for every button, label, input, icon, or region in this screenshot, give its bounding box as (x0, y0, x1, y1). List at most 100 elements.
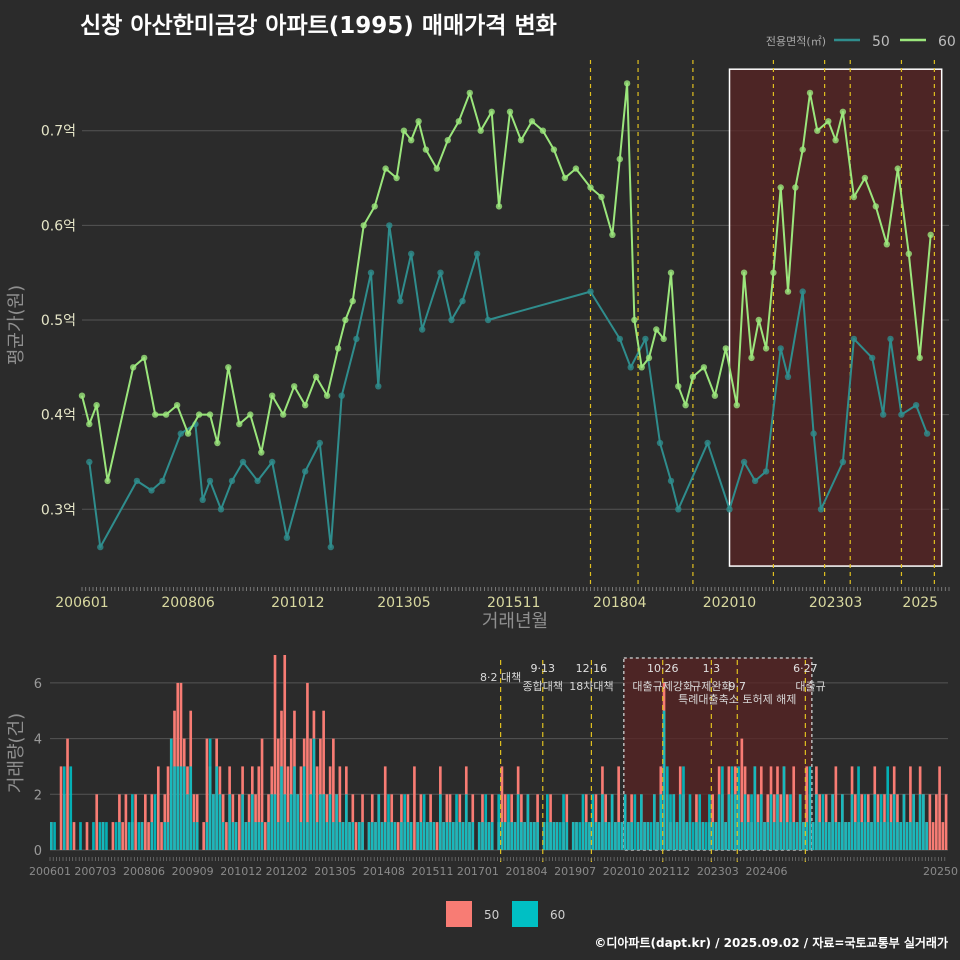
data-point (177, 430, 184, 437)
bar-50 (928, 794, 932, 850)
data-point (748, 354, 755, 362)
data-point (660, 335, 667, 343)
bar-50 (931, 822, 935, 850)
data-point (898, 411, 905, 418)
bar-60 (338, 822, 342, 850)
data-point (382, 165, 389, 172)
bottom-bars-layer (50, 655, 948, 850)
bottom-x-tick-label: 201907 (554, 865, 596, 878)
bottom-policy-lines (500, 660, 806, 862)
bar-50 (273, 655, 277, 850)
data-point (239, 458, 247, 466)
bottom-x-tick-label: 201701 (457, 865, 499, 878)
x-tick-label: 202303 (809, 595, 862, 611)
bar-50 (202, 822, 206, 850)
bar-60 (665, 766, 669, 850)
bar-60 (513, 822, 517, 850)
bar-60 (306, 822, 309, 850)
bar-60 (578, 822, 582, 850)
bar-60 (747, 822, 750, 850)
bar-60 (228, 794, 231, 850)
bar-60 (636, 822, 640, 850)
bar-60 (393, 822, 397, 850)
bar-60 (286, 822, 290, 850)
bar-60 (289, 794, 293, 850)
data-point (367, 269, 375, 276)
bar-60 (293, 766, 296, 850)
credit-footer: ©디아파트(dapt.kr) / 2025.09.02 / 자료=국토교통부 실… (594, 936, 948, 950)
bar-60 (766, 822, 770, 850)
bar-60 (192, 822, 196, 850)
bar-60 (808, 766, 812, 850)
bar-50 (383, 766, 387, 850)
data-point (473, 250, 481, 257)
data-point (195, 411, 203, 418)
data-point (280, 411, 287, 418)
data-point (433, 165, 440, 172)
bar-60 (422, 794, 426, 850)
bar-60 (312, 738, 316, 850)
data-point (616, 155, 623, 163)
bar-60 (918, 794, 922, 850)
bar-60 (549, 822, 552, 850)
data-point (916, 354, 923, 362)
data-point (550, 146, 558, 153)
bar-60 (186, 794, 189, 850)
data-point (733, 402, 740, 409)
data-point (777, 345, 784, 352)
bar-60 (776, 794, 779, 850)
bar-60 (610, 794, 614, 850)
data-point (587, 184, 594, 191)
bar-60 (383, 822, 387, 850)
data-point (448, 316, 455, 324)
bar-60 (844, 822, 847, 850)
bar-60 (646, 822, 650, 850)
bar-60 (873, 794, 877, 850)
bar-60 (409, 822, 413, 850)
data-point (86, 458, 93, 466)
data-point (269, 392, 276, 399)
data-point (148, 487, 155, 494)
bar-50 (276, 738, 280, 850)
bar-60 (630, 822, 633, 850)
bar-60 (218, 794, 222, 850)
bar-60 (403, 794, 406, 850)
data-point (704, 439, 711, 447)
bar-60 (779, 822, 783, 850)
data-point (653, 326, 660, 333)
bar-60 (387, 794, 390, 850)
bottom-y-axis-title: 거래량(건) (6, 713, 27, 793)
data-point (78, 392, 86, 399)
bar-60 (131, 794, 134, 850)
data-point (323, 392, 331, 399)
bar-60 (708, 794, 711, 850)
data-point (141, 354, 148, 362)
bar-60 (79, 822, 82, 850)
data-point (283, 534, 291, 541)
bar-60 (503, 822, 507, 850)
data-point (484, 316, 492, 324)
bar-60 (325, 822, 329, 850)
data-point (228, 477, 236, 485)
data-point (642, 335, 649, 343)
bar-60 (267, 822, 270, 850)
bar-60 (370, 822, 374, 850)
bar-60 (140, 822, 144, 850)
data-point (419, 326, 426, 333)
bar-60 (481, 822, 484, 850)
bar-60 (487, 822, 491, 850)
data-point (817, 506, 825, 513)
data-point (408, 250, 415, 257)
top-legend: 전용면적(㎡) 50 60 (766, 34, 956, 50)
data-point (495, 203, 503, 210)
data-point (887, 335, 894, 343)
bar-60 (309, 794, 312, 850)
data-point (133, 477, 141, 485)
bar-60 (821, 794, 825, 850)
x-tick-label: 201804 (593, 595, 647, 611)
bar-60 (257, 822, 261, 850)
data-point (152, 411, 159, 418)
bottom-x-tick-label: 20250 (923, 865, 958, 878)
bar-60 (597, 822, 601, 850)
bar-50 (72, 822, 76, 850)
